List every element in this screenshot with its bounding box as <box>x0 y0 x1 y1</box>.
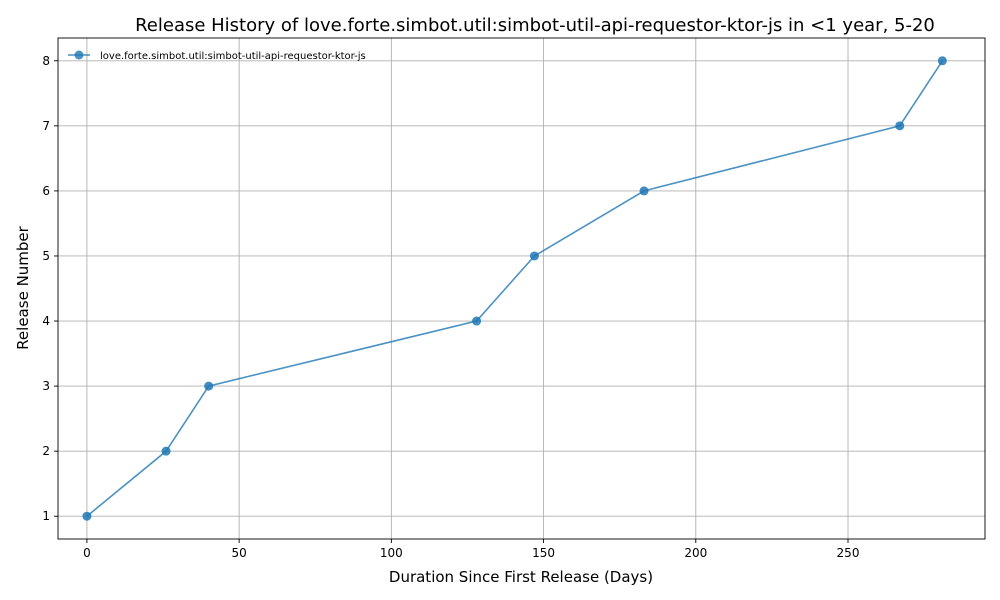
y-tick-label: 8 <box>42 54 50 68</box>
data-point <box>895 121 905 131</box>
legend: love.forte.simbot.util:simbot-util-api-r… <box>68 50 366 62</box>
data-point <box>82 511 92 521</box>
x-tick-label: 0 <box>83 546 91 560</box>
data-point <box>639 186 649 196</box>
data-point <box>529 251 539 261</box>
data-point <box>472 316 482 326</box>
series-layer <box>82 56 947 521</box>
x-tick-label: 200 <box>684 546 707 560</box>
chart-title: Release History of love.forte.simbot.uti… <box>135 15 935 36</box>
x-axis-label: Duration Since First Release (Days) <box>389 568 653 586</box>
y-tick-label: 6 <box>42 184 50 198</box>
y-tick-label: 1 <box>42 509 50 523</box>
x-tick-label: 100 <box>380 546 403 560</box>
legend-marker-swatch <box>74 50 84 60</box>
data-point <box>161 446 171 456</box>
series-line <box>86 60 944 517</box>
plot-frame <box>57 37 986 540</box>
x-tick-label: 150 <box>532 546 555 560</box>
y-tick-label: 4 <box>42 314 50 328</box>
y-tick-label: 7 <box>42 119 50 133</box>
y-tick-label: 3 <box>42 379 50 393</box>
y-tick-label: 5 <box>42 249 50 263</box>
x-tick-label: 50 <box>231 546 246 560</box>
ticks-layer: 0 50 100 150 200 250 1 2 3 4 5 6 7 8 <box>42 54 859 560</box>
y-axis-label: Release Number <box>14 225 32 349</box>
legend-entry-label: love.forte.simbot.util:simbot-util-api-r… <box>100 51 366 62</box>
x-tick-label: 250 <box>837 546 860 560</box>
data-point <box>937 56 947 66</box>
grid-layer <box>58 38 985 539</box>
data-point <box>204 381 214 391</box>
y-tick-label: 2 <box>42 444 50 458</box>
